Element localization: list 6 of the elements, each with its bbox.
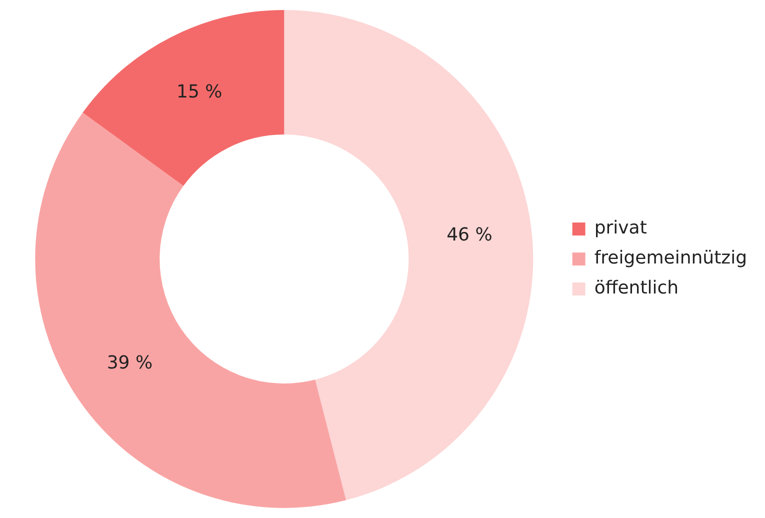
legend-label: freigemeinnützig	[594, 248, 748, 269]
data-label: 46 %	[446, 224, 492, 246]
legend-label: öffentlich	[594, 278, 679, 299]
data-label: 39 %	[106, 352, 153, 374]
legend-label: privat	[594, 218, 647, 239]
data-label: 15 %	[176, 81, 222, 102]
